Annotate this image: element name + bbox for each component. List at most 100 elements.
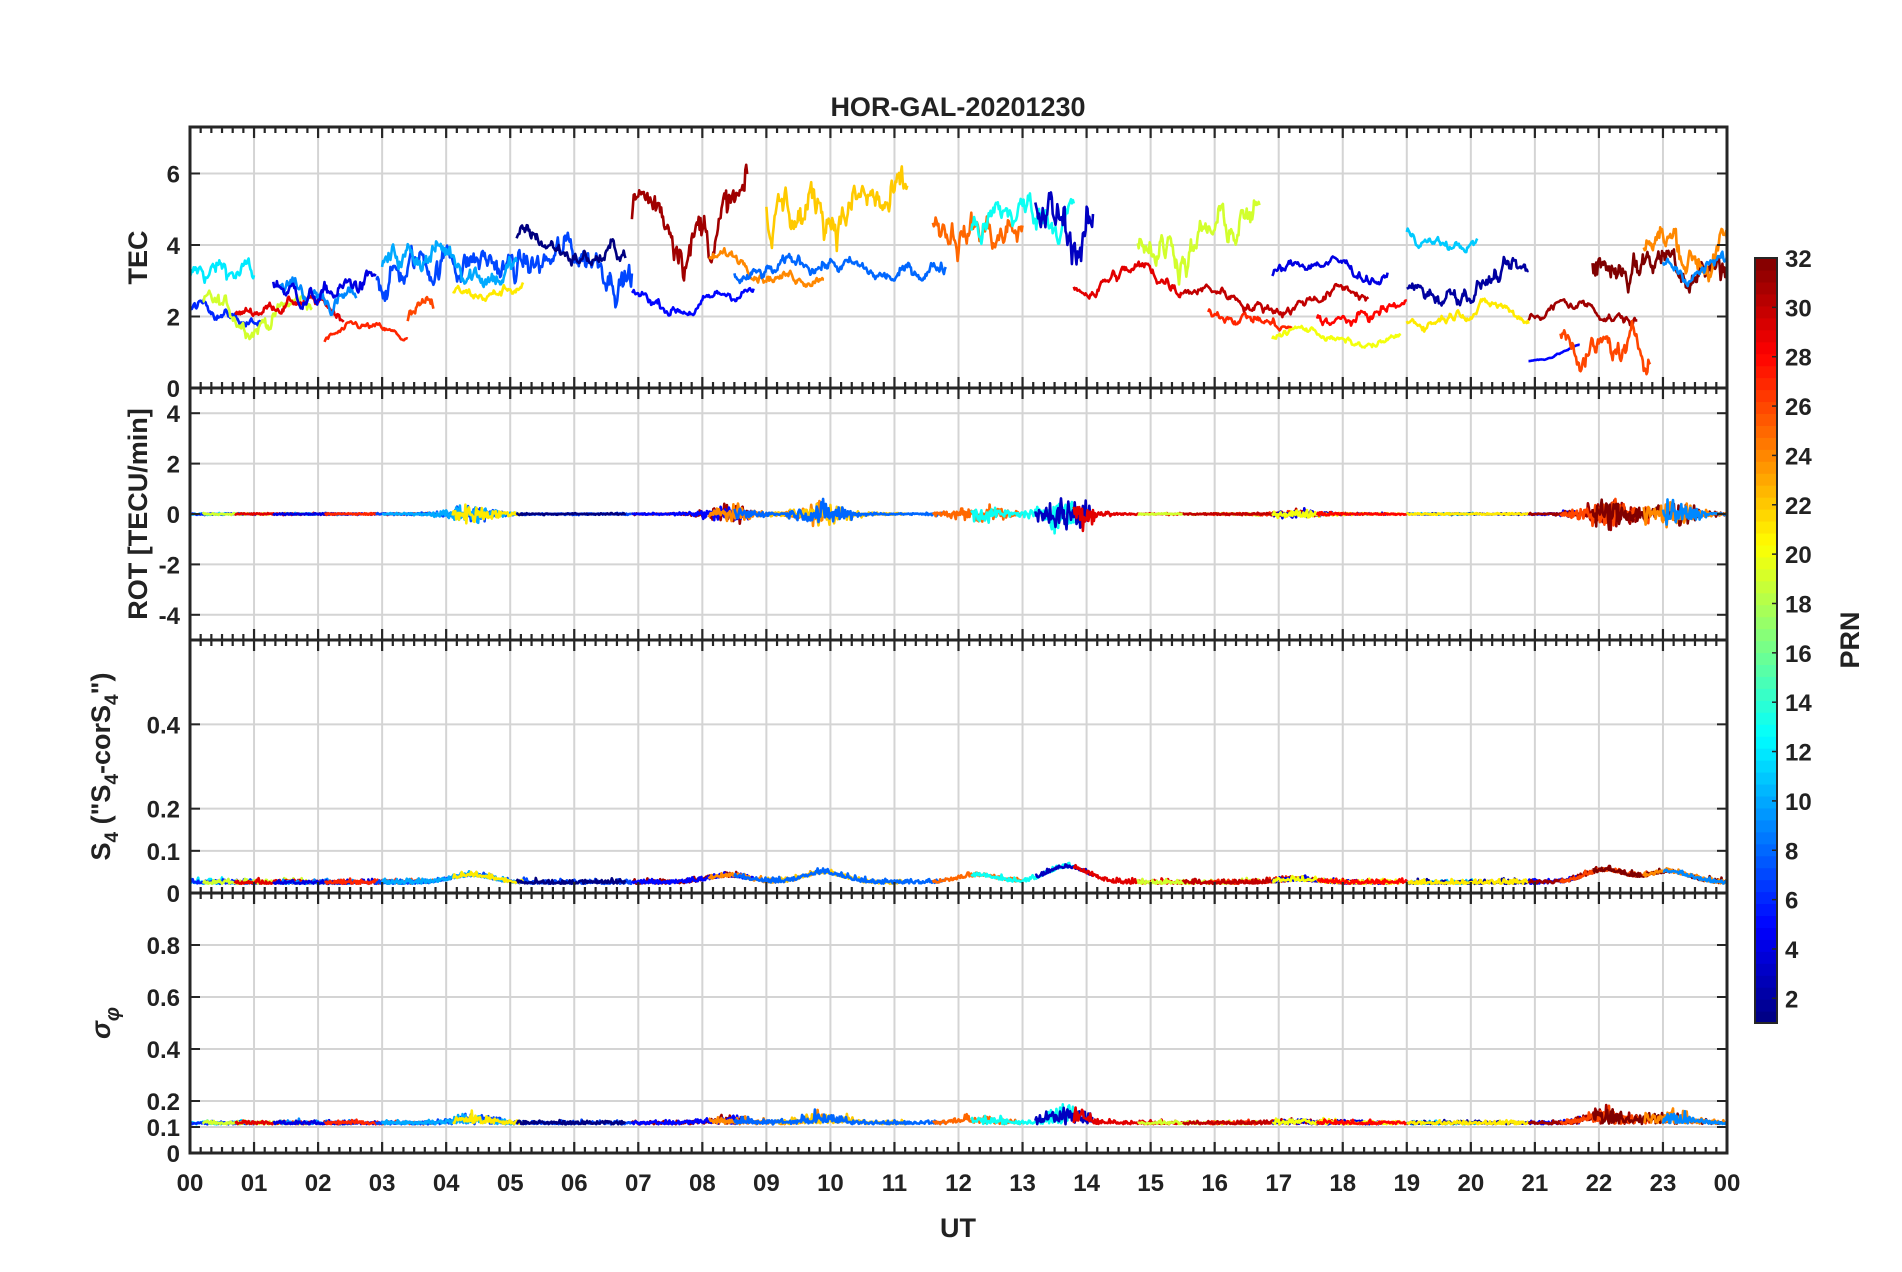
y-tick-label: 2 [167,452,180,479]
y-tick-label: 0.1 [147,839,180,866]
series-trace-prn-24 [708,247,825,288]
colorbar-label: PRN [1835,611,1865,668]
colorbar-tick-label: 22 [1785,493,1812,520]
x-tick-label: 00 [177,1170,204,1197]
sigma-phi-grid [190,893,1727,1153]
y-tick-label: 0.2 [147,1089,180,1116]
x-tick-label: 19 [1393,1170,1420,1197]
colorbar-segment [1755,939,1777,952]
colorbar-tick-label: 6 [1785,888,1798,915]
s4-grid [190,640,1727,893]
series-trace-prn-1 [515,223,627,267]
y-tick-label: -2 [159,552,180,579]
x-tick-label: 21 [1522,1170,1549,1197]
series-trace-prn-29 [1072,260,1184,300]
colorbar-segment [1755,676,1777,689]
series-trace-prn-29 [1072,1106,1184,1126]
colorbar-segment [1755,724,1777,737]
colorbar-segment [1755,1011,1777,1024]
x-tick-label: 03 [369,1170,396,1197]
series-trace-prn-29 [1072,505,1184,533]
y-tick-label: 0 [167,376,180,403]
series-trace-prn-8 [733,1108,947,1126]
colorbar-segment [1755,963,1777,976]
colorbar-segment [1755,377,1777,391]
colorbar-segment [1755,783,1777,797]
series-trace-prn-9 [1661,498,1728,526]
series-trace-prn-21 [1405,511,1530,517]
colorbar-segment [1755,664,1777,677]
colorbar-segment [1755,568,1777,582]
colorbar-segment [1755,628,1777,642]
tec-panel: 0 2 4 6 TEC [123,125,1729,403]
x-tick-label: 16 [1201,1170,1228,1197]
tec-y-label: TEC [123,231,153,285]
colorbar-tick-label: 28 [1785,345,1812,372]
series-trace-prn-9 [1661,250,1729,288]
colorbar-segment [1755,437,1777,450]
colorbar-segment [1755,700,1777,713]
x-tick-label: 18 [1329,1170,1356,1197]
series-trace-prn-8 [733,252,947,285]
colorbar-tick-label: 30 [1785,295,1812,322]
series-trace-prn-9 [1661,1109,1728,1126]
y-tick-label: 0.6 [147,985,180,1012]
series-trace-prn-8 [733,867,947,885]
colorbar-tick-label: 4 [1785,937,1799,964]
series-trace-prn-12 [188,257,256,285]
series-trace-prn-20 [1271,324,1402,349]
series-trace-prn-13 [970,500,1076,535]
colorbar-segment [1755,389,1777,403]
y-tick-label: 6 [167,161,180,188]
x-tick-label: 15 [1137,1170,1164,1197]
series-trace-prn-10 [380,240,518,289]
colorbar-segment [1755,473,1777,486]
series-trace-prn-3 [1034,191,1095,266]
colorbar-segment [1755,365,1777,379]
colorbar-segment [1755,736,1777,749]
colorbar-tick-label: 32 [1785,246,1812,273]
s4-y-label: S4 ("S4-corS4") [86,673,123,861]
colorbar-segment [1755,999,1777,1012]
colorbar-segment [1755,975,1777,988]
x-tick-label: 02 [305,1170,332,1197]
series-trace-prn-19 [1136,199,1261,286]
colorbar-segment [1755,269,1777,283]
y-tick-label: 0.4 [147,712,181,739]
colorbar-segment [1755,532,1777,546]
colorbar-tick-label: 26 [1785,394,1812,421]
x-tick-label: 22 [1586,1170,1613,1197]
x-tick-label: 06 [561,1170,588,1197]
series-trace-prn-1 [515,876,627,886]
colorbar-segment [1755,748,1777,761]
x-tick-label: 20 [1457,1170,1484,1197]
series-trace-prn-26 [1559,319,1652,376]
series-trace-prn-13 [970,192,1076,246]
series-trace-prn-26 [406,295,435,322]
series-trace-prn-8 [733,497,947,524]
colorbar-segment [1755,640,1777,654]
colorbar-segment [1755,580,1777,594]
colorbar-segment [1755,317,1777,331]
colorbar-frame [1754,257,1778,1024]
colorbar-segment [1755,616,1777,630]
series-trace-prn-28 [1315,510,1408,517]
colorbar-segment [1755,807,1777,821]
colorbar-tick-label: 2 [1785,986,1798,1013]
y-tick-label: 4 [167,401,181,428]
series-trace-prn-6 [188,298,262,328]
y-tick-label: 0 [167,1141,180,1168]
sigma-phi-series [188,1103,1729,1126]
series-trace-prn-21 [451,870,525,885]
colorbar-segment [1755,401,1777,414]
series-trace-prn-4 [1271,255,1389,286]
colorbar-segment [1755,592,1777,606]
x-tick-label: 07 [625,1170,652,1197]
series-trace-prn-7 [375,231,634,309]
series-trace-prn-11 [1405,227,1479,254]
x-tick-label: 08 [689,1170,716,1197]
series-trace-prn-9 [1662,868,1729,885]
series-trace-prn-21 [452,281,525,303]
colorbar-segment [1755,556,1777,570]
colorbar-segment [1755,771,1777,785]
